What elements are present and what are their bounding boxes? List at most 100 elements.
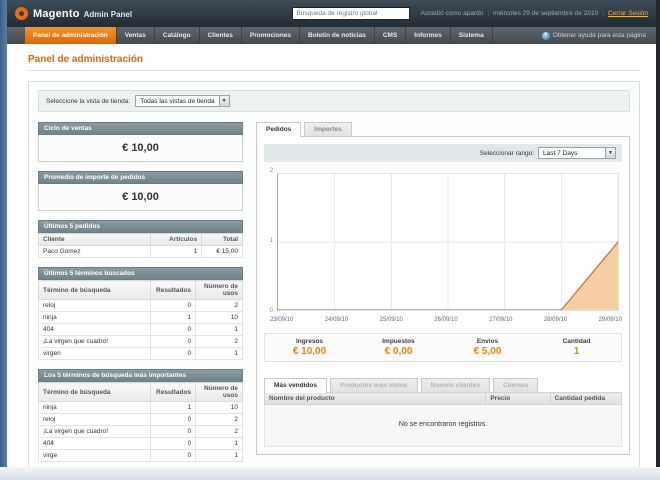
table-row[interactable]: ninja 1 10 [37, 311, 243, 324]
lifetime-sales-value: € 10,00 [38, 135, 243, 162]
table-row[interactable]: ninja 1 10 [37, 401, 243, 414]
chart-y-axis: 0 1 2 [264, 168, 275, 314]
col-header[interactable]: Término de búsqueda [37, 280, 152, 300]
global-search-input[interactable] [292, 7, 411, 20]
store-view-selected: Todas las vistas de tienda [140, 97, 215, 105]
range-select[interactable]: Last 7 Days ▼ [538, 147, 616, 159]
cell-results: 0 [150, 347, 197, 360]
y-tick-label: 1 [269, 238, 273, 244]
help-link[interactable]: ? Obtener ayuda para esta página [541, 27, 656, 44]
cell-results: 1 [150, 311, 197, 324]
col-header[interactable]: Número de usos [195, 280, 243, 300]
table-row[interactable]: ¡La virgen que cuadro! 0 2 [37, 425, 243, 438]
top-search-panel: Los 5 términos de búsqueda más important… [37, 369, 243, 462]
nav-item-cms[interactable]: CMS [375, 27, 407, 44]
window-frame-right [656, 0, 660, 467]
help-label: Obtener ayuda para esta página [552, 32, 646, 39]
cell-customer: Paco Gomez [37, 245, 152, 258]
cell-term: ninja [37, 311, 152, 324]
nav-item-informes[interactable]: Informes [406, 27, 451, 44]
cell-uses: 2 [195, 413, 243, 426]
stat-value: € 10,00 [292, 346, 327, 357]
lifetime-sales-title: Ciclo de ventas [38, 122, 243, 135]
x-tick-label: 25/09/10 [379, 317, 403, 323]
cell-uses: 2 [195, 425, 243, 438]
nav-item-catalogo[interactable]: Catálogo [155, 27, 200, 44]
chevron-down-icon: ▼ [218, 96, 229, 106]
magento-logo-icon [15, 7, 28, 20]
logged-in-as: Accedió como apardo [420, 10, 484, 17]
range-selected: Last 7 Days [543, 149, 578, 157]
window-frame-left [0, 0, 7, 467]
table-row[interactable]: Paco Gomez 1 € 15,00 [37, 245, 243, 258]
cell-uses: 1 [195, 323, 243, 336]
chart-plot-area [277, 173, 619, 311]
table-row[interactable]: 404 0 1 [37, 323, 243, 336]
stat-value: € 0,00 [384, 346, 413, 357]
col-header[interactable]: Número de usos [195, 382, 243, 402]
cell-results: 0 [150, 323, 197, 336]
x-tick-label: 28/09/10 [543, 317, 568, 323]
cell-total: € 15,00 [201, 245, 243, 258]
header-bar: Magento Admin Panel Accedió como apardo … [7, 0, 656, 27]
help-globe-icon: ? [541, 31, 550, 40]
col-header[interactable]: Resultados [150, 280, 197, 300]
range-bar: Seleccionar rango: Last 7 Days ▼ [264, 144, 622, 162]
lifetime-sales-panel: Ciclo de ventas € 10,00 [38, 122, 243, 162]
tab-pedidos[interactable]: Pedidos [256, 122, 302, 137]
logout-link[interactable]: Cerrar Sesión [607, 10, 648, 17]
top-search-title: Los 5 términos de búsqueda más important… [38, 369, 243, 382]
cell-term: ¡La virgen que cuadro! [37, 335, 152, 348]
chevron-down-icon: ▼ [605, 148, 615, 158]
nav-item-sistema[interactable]: Sistema [451, 27, 493, 44]
main-nav: Panel de administración Ventas Catálogo … [7, 27, 656, 44]
nav-item-promociones[interactable]: Promociones [242, 27, 301, 44]
col-header[interactable]: Artículos [150, 233, 203, 246]
tab-mas-vendidos[interactable]: Más vendidos [264, 378, 327, 393]
chart-x-axis: 23/09/10 24/09/10 25/09/10 26/09/10 27/09/10… [270, 317, 622, 323]
nav-item-dashboard[interactable]: Panel de administración [25, 27, 117, 44]
stat-ingresos: Ingresos € 10,00 [265, 338, 354, 357]
col-header[interactable]: Cantidad pedida [549, 392, 623, 405]
nav-item-clientes[interactable]: Clientes [200, 27, 242, 44]
x-tick-label: 29/09/10 [598, 317, 622, 323]
nav-item-ventas[interactable]: Ventas [117, 27, 155, 44]
col-header[interactable]: Término de búsqueda [37, 382, 152, 402]
table-row[interactable]: reloj 0 2 [37, 413, 243, 426]
tab-importes[interactable]: Importes [304, 122, 352, 136]
stat-value: € 5,00 [473, 346, 502, 357]
dashboard-container: Seleccione la vista de tienda: Todas las… [28, 81, 640, 467]
x-tick-label: 26/09/10 [434, 317, 458, 323]
table-row[interactable]: virgen 0 1 [37, 347, 243, 360]
table-row[interactable]: ¡La virgen que cuadro! 0 2 [37, 335, 243, 348]
cell-results: 0 [150, 425, 197, 438]
stat-cantidad: Cantidad 1 [532, 338, 621, 357]
right-column: Pedidos Importes Seleccionar rango: Last… [256, 122, 630, 455]
tab-clientes[interactable]: Clientes [493, 378, 539, 392]
table-row[interactable]: 404 0 1 [37, 437, 243, 450]
current-date: miércoles 29 de septiembre de 2010 [493, 10, 599, 17]
table-row[interactable]: virge 0 1 [37, 449, 243, 462]
col-header[interactable]: Total [201, 233, 243, 246]
magento-admin-window: Magento Admin Panel Accedió como apardo … [7, 0, 656, 467]
cell-term: 404 [37, 437, 152, 450]
store-view-select[interactable]: Todas las vistas de tienda ▼ [135, 95, 230, 107]
cell-results: 0 [150, 437, 197, 450]
cell-term: reloj [37, 299, 152, 312]
col-header[interactable]: Cliente [37, 233, 152, 246]
logo-title: Magento [33, 7, 80, 20]
cell-uses: 10 [195, 311, 243, 324]
empty-grid-message: No se encontraron registros. [264, 405, 622, 447]
range-label: Seleccionar rango: [479, 149, 534, 157]
tab-nuevos-clientes[interactable]: Nuevos clientes [420, 378, 491, 392]
col-header[interactable]: Nombre del producto [263, 392, 487, 405]
col-header[interactable]: Resultados [150, 382, 197, 402]
table-row[interactable]: reloj 0 2 [37, 299, 243, 312]
x-tick-label: 24/09/10 [324, 317, 349, 323]
orders-chart: 0 1 2 23/09/10 24/09/10 25/09/10 26/09/10 27/0… [264, 168, 622, 323]
nav-item-boletin[interactable]: Boletín de noticias [300, 27, 375, 44]
tab-productos-mas-vistos[interactable]: Productos más vistos [329, 378, 418, 392]
average-orders-value: € 10,00 [38, 184, 243, 211]
col-header[interactable]: Precio [485, 392, 551, 405]
x-tick-label: 23/09/10 [270, 317, 294, 323]
